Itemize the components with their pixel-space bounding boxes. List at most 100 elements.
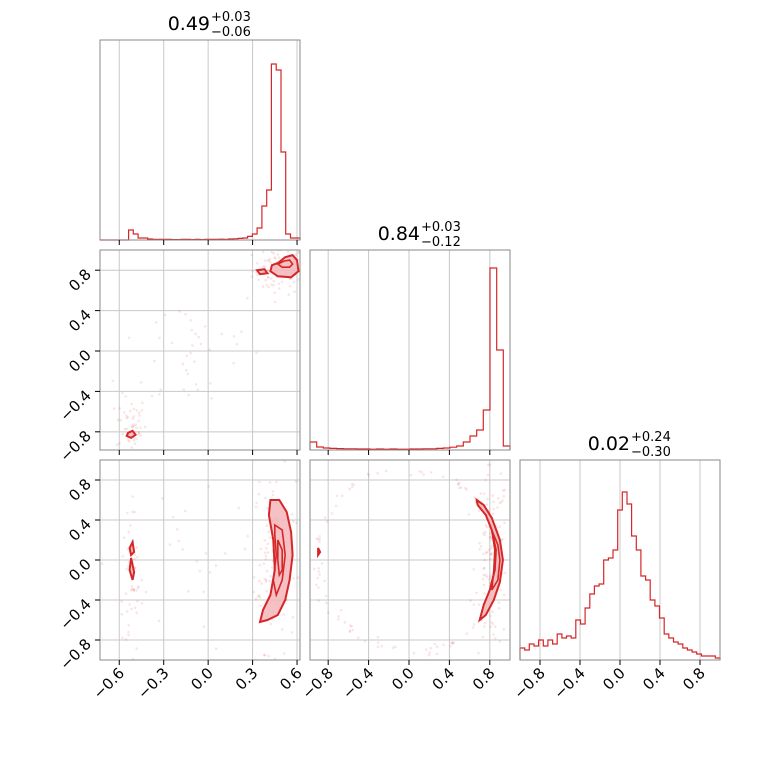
histogram-2: [519, 491, 721, 660]
scatter-point: [450, 641, 453, 644]
scatter-point: [120, 613, 123, 616]
scatter-point: [271, 490, 275, 493]
scatter-point: [491, 512, 495, 515]
scatter-point: [442, 643, 445, 647]
scatter-point: [130, 402, 133, 406]
y-tick-label: 0.0: [65, 555, 95, 585]
scatter-point: [420, 470, 424, 474]
param-title-minus-1: −0.12: [421, 235, 461, 250]
scatter-point: [133, 553, 137, 557]
density-contour: [276, 259, 294, 268]
scatter-point: [481, 635, 485, 639]
scatter-point: [122, 536, 126, 539]
scatter-point: [273, 257, 277, 260]
scatter-point: [223, 552, 227, 555]
scatter-point: [202, 590, 205, 594]
param-title-plus-0: +0.03: [211, 10, 251, 25]
scatter-point: [297, 278, 300, 281]
histogram-1: [309, 267, 511, 450]
scatter-point: [121, 555, 125, 558]
scatter-point: [182, 388, 185, 391]
scatter-point: [498, 501, 501, 505]
scatter-point: [135, 546, 138, 549]
param-title-minus-2: −0.30: [631, 445, 671, 460]
scatter-point: [449, 645, 452, 648]
scatter-point: [135, 437, 138, 441]
scatter-point: [270, 250, 274, 254]
scatter-point: [350, 485, 354, 489]
scatter-point: [144, 590, 148, 594]
scatter-point: [291, 616, 295, 619]
scatter-point: [391, 646, 395, 649]
y-tick-label: 0.8: [65, 475, 95, 505]
scatter-point: [290, 512, 294, 516]
scatter-point: [499, 472, 503, 476]
scatter-point: [318, 535, 322, 538]
scatter-point: [112, 407, 116, 410]
scatter-point: [473, 496, 476, 499]
x-tick-label: 0.8: [469, 664, 499, 694]
scatter-point: [367, 473, 371, 477]
scatter-point: [258, 563, 262, 567]
scatter-point: [266, 276, 270, 279]
scatter-point: [268, 579, 271, 583]
scatter-point: [352, 483, 356, 487]
hist-panel-0: [99, 39, 301, 245]
scatter-point: [137, 433, 140, 436]
scatter-point: [380, 645, 384, 648]
scatter-point: [265, 547, 268, 550]
density-contour: [277, 539, 283, 578]
scatter-point: [255, 351, 258, 355]
scatter-point: [251, 269, 254, 273]
scatter-point: [171, 515, 175, 519]
scatter-point: [356, 636, 360, 640]
scatter-point: [459, 486, 463, 489]
scatter-point: [320, 562, 324, 565]
scatter-point: [161, 497, 164, 500]
scatter-point: [125, 610, 129, 613]
scatter-point: [277, 287, 281, 290]
scatter-point: [176, 528, 179, 531]
scatter-point: [484, 530, 487, 534]
scatter-point: [139, 434, 143, 438]
scatter-point: [348, 487, 352, 491]
scatter-point: [496, 497, 500, 500]
scatter-point: [118, 407, 121, 410]
scatter-point: [267, 530, 270, 534]
scatter-point: [302, 571, 305, 574]
scatter-point: [268, 481, 272, 484]
scatter-point: [115, 443, 119, 447]
scatter-point: [189, 319, 193, 322]
scatter-point: [209, 382, 212, 385]
scatter-point: [127, 440, 131, 443]
scatter-point: [486, 473, 490, 477]
scatter-point: [489, 535, 493, 539]
scatter-point: [130, 446, 133, 449]
scatter-point: [273, 256, 276, 259]
scatter-point: [428, 651, 432, 654]
scatter-point: [264, 558, 268, 561]
scatter-point: [273, 300, 277, 304]
x-tick-label: −0.8: [510, 664, 548, 702]
pair-content: [111, 250, 300, 449]
scatter-point: [197, 335, 200, 339]
scatter-point: [488, 536, 492, 539]
scatter-point: [348, 630, 352, 633]
scatter-point: [501, 489, 505, 492]
scatter-point: [270, 566, 274, 569]
scatter-point: [349, 624, 352, 627]
scatter-point: [501, 499, 504, 502]
scatter-point: [478, 548, 482, 551]
scatter-point: [475, 591, 478, 595]
scatter-point: [273, 657, 277, 660]
scatter-point: [273, 291, 277, 295]
scatter-point: [137, 585, 140, 588]
scatter-point: [427, 653, 431, 657]
scatter-point: [184, 369, 188, 372]
scatter-point: [130, 585, 134, 588]
scatter-point: [214, 647, 218, 650]
x-tick-label: 0.4: [429, 664, 459, 694]
scatter-point: [137, 419, 140, 423]
scatter-point: [384, 469, 388, 473]
